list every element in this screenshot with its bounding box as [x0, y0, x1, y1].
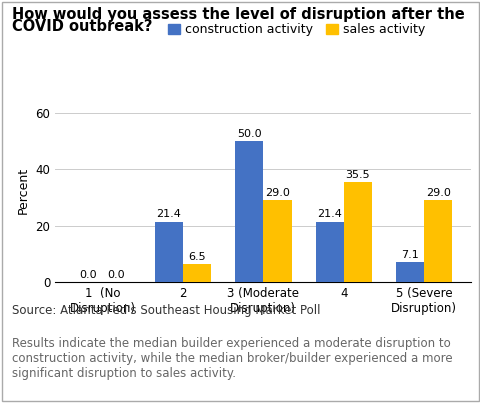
Text: 35.5: 35.5	[345, 170, 370, 180]
Text: Results indicate the median builder experienced a moderate disruption to
constru: Results indicate the median builder expe…	[12, 337, 452, 380]
Text: 0.0: 0.0	[79, 270, 97, 280]
Bar	[396, 262, 423, 282]
Text: 21.4: 21.4	[317, 210, 341, 220]
Bar	[155, 222, 182, 282]
Text: 7.1: 7.1	[400, 250, 418, 260]
Bar	[263, 200, 291, 282]
Text: How would you assess the level of disruption after the: How would you assess the level of disrup…	[12, 7, 464, 22]
Y-axis label: Percent: Percent	[17, 167, 30, 214]
Text: Source: Atlanta Fed's Southeast Housing Market Poll: Source: Atlanta Fed's Southeast Housing …	[12, 304, 320, 317]
Text: 21.4: 21.4	[156, 210, 181, 220]
Text: 6.5: 6.5	[188, 251, 205, 262]
Text: 29.0: 29.0	[425, 188, 450, 198]
Text: 0.0: 0.0	[108, 270, 125, 280]
Text: COVID outbreak?: COVID outbreak?	[12, 19, 152, 34]
Bar	[423, 200, 452, 282]
Text: 29.0: 29.0	[264, 188, 289, 198]
Bar	[315, 222, 343, 282]
Text: 50.0: 50.0	[237, 129, 261, 139]
Legend: construction activity, sales activity: construction activity, sales activity	[162, 18, 430, 41]
Bar	[235, 141, 263, 282]
Bar	[182, 264, 211, 282]
Bar	[343, 182, 371, 282]
